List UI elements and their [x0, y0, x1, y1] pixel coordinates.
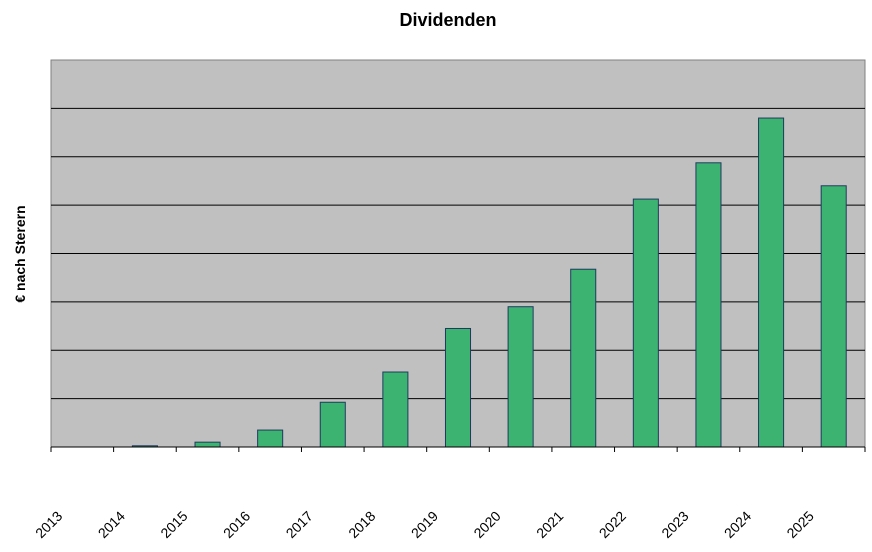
bar-2025: [820, 185, 847, 448]
bar-2018: [382, 371, 409, 448]
x-tick-label: 2013: [32, 508, 65, 541]
gridlines: [51, 107, 865, 400]
x-tick-label: 2021: [533, 508, 566, 541]
x-axis: [50, 446, 866, 452]
bar-2019: [444, 327, 472, 448]
x-tick-label: 2018: [345, 508, 378, 541]
x-tick-label: 2019: [408, 508, 441, 541]
x-tick-labels: 2013 2014 2015 2016 2017 2018 2019 2020 2021 2022…: [32, 508, 817, 541]
bar-2017: [319, 401, 346, 448]
x-tick-label: 2020: [470, 508, 503, 541]
x-tick-label: 2025: [783, 508, 816, 541]
bar-2021: [570, 268, 597, 448]
bar-2015: [194, 441, 221, 448]
bar-2016: [257, 429, 284, 448]
y-axis-label: € nach Sterern: [12, 205, 28, 302]
x-tick-label: 2014: [95, 508, 128, 541]
x-tick-label: 2023: [658, 508, 691, 541]
x-tick-label: 2015: [157, 508, 190, 541]
bar-2023: [695, 162, 722, 448]
x-tick-label: 2016: [220, 508, 253, 541]
bar-2024: [758, 117, 785, 448]
x-tick-label: 2017: [283, 508, 316, 541]
bar-2022: [632, 198, 659, 448]
bar-2020: [507, 306, 534, 448]
x-tick-label: 2024: [721, 508, 754, 541]
chart-title: Dividenden: [399, 10, 496, 30]
x-tick-label: 2022: [596, 508, 629, 541]
bar-series: [131, 117, 847, 448]
